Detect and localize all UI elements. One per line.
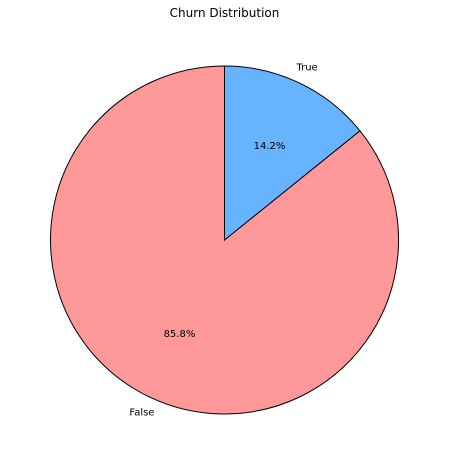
pie-labels: False 85.8% True 14.2% [129,62,317,418]
slice-pct-label-true: 14.2% [254,141,286,152]
chart-title: Churn Distribution [170,6,280,20]
slice-pct-label-false: 85.8% [164,329,196,340]
slice-label-true: True [295,62,317,73]
slice-label-false: False [129,408,154,419]
pie-slices [50,65,399,415]
pie-slice-true [224,65,361,242]
